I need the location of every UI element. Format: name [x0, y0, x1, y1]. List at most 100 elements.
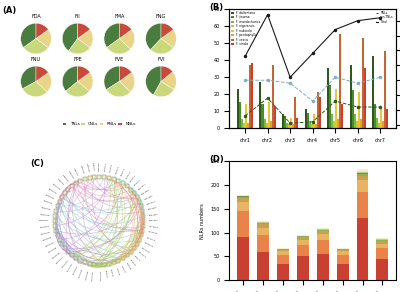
Bar — [331, 114, 333, 128]
Bar — [376, 248, 388, 259]
Bar — [382, 121, 384, 128]
Bar — [317, 231, 329, 234]
Text: FVIchr3: FVIchr3 — [126, 171, 131, 179]
Bar — [336, 251, 348, 255]
Text: FNGchr3: FNGchr3 — [45, 194, 55, 200]
Bar — [352, 91, 354, 128]
Bar — [356, 173, 368, 174]
Bar — [378, 123, 380, 128]
Text: FNUchr3: FNUchr3 — [42, 237, 52, 241]
Text: FPEchr2: FPEchr2 — [62, 174, 69, 182]
Bar — [356, 218, 368, 280]
Bar — [257, 235, 269, 252]
Bar — [306, 112, 309, 128]
Text: FPEchr8: FPEchr8 — [99, 161, 100, 171]
Text: FIIchr2: FIIchr2 — [110, 269, 113, 277]
TNLs — [310, 120, 315, 124]
Bar — [257, 222, 269, 223]
Bar — [311, 124, 313, 128]
Text: FNGchr6: FNGchr6 — [40, 213, 50, 216]
Bar — [356, 180, 368, 192]
Text: FPEchr4: FPEchr4 — [73, 167, 78, 176]
Legend: extracellular, cytoskeleton, golgi apparatus, peroxisome, plasma membrane, mitoc: extracellular, cytoskeleton, golgi appar… — [399, 160, 400, 205]
non-TNLs — [243, 79, 248, 82]
Text: FVIchr7: FVIchr7 — [104, 162, 106, 171]
Text: FMAchr1: FMAchr1 — [61, 259, 69, 268]
Bar — [336, 250, 348, 251]
Bar — [297, 236, 309, 237]
Bar — [277, 264, 289, 280]
Bar — [270, 121, 272, 128]
Bar — [290, 118, 292, 128]
TNLs — [355, 105, 360, 109]
Bar — [277, 255, 289, 264]
Legend: TNLs, CNLs, RNLs, NNLs: TNLs, CNLs, RNLs, NNLs — [62, 121, 137, 128]
Text: FIIchr6: FIIchr6 — [130, 259, 136, 266]
Text: FVIchr1: FVIchr1 — [134, 179, 141, 186]
Text: (A): (A) — [3, 6, 17, 15]
Text: FDAchr6: FDAchr6 — [149, 226, 159, 228]
Bar — [268, 102, 270, 128]
Text: FNUchr5: FNUchr5 — [48, 247, 57, 253]
Bar — [356, 192, 368, 218]
Text: FIIchr4: FIIchr4 — [120, 265, 125, 273]
Text: FIIchr5: FIIchr5 — [126, 263, 131, 270]
Bar — [360, 119, 362, 128]
Total — [378, 16, 383, 20]
Bar — [384, 51, 386, 128]
Bar — [296, 118, 298, 128]
Bar — [380, 107, 382, 128]
Bar — [356, 175, 368, 180]
Y-axis label: NLRs numbers: NLRs numbers — [200, 203, 205, 239]
Bar — [376, 238, 388, 239]
Text: FMAchr2: FMAchr2 — [67, 263, 73, 272]
Bar — [356, 169, 368, 171]
Total — [333, 28, 338, 31]
Bar — [237, 194, 249, 196]
Bar — [237, 89, 239, 128]
Bar — [247, 123, 249, 128]
Bar — [317, 230, 329, 231]
Bar — [297, 235, 309, 236]
Text: FVEchr6: FVEchr6 — [141, 189, 150, 195]
Bar — [356, 171, 368, 172]
Bar — [264, 119, 266, 128]
Bar — [277, 250, 289, 251]
Text: FNUchr1: FNUchr1 — [40, 226, 50, 228]
Text: FDAchr3: FDAchr3 — [144, 242, 154, 247]
Bar — [249, 65, 251, 128]
Bar — [339, 34, 341, 128]
Bar — [315, 124, 317, 128]
Text: FNUchr2: FNUchr2 — [41, 231, 51, 235]
Text: FVEchr2: FVEchr2 — [149, 213, 159, 216]
Text: FVIchr2: FVIchr2 — [130, 174, 136, 182]
Bar — [292, 124, 294, 128]
Bar — [336, 264, 348, 280]
Bar — [317, 240, 329, 254]
Text: FMAchr7: FMAchr7 — [99, 271, 100, 281]
Text: FIIchr7: FIIchr7 — [134, 256, 141, 262]
Text: FNUchr4: FNUchr4 — [45, 242, 55, 247]
Text: FDAchr4: FDAchr4 — [146, 237, 156, 241]
Text: FVEchr7: FVEchr7 — [138, 183, 146, 190]
Text: FPEchr3: FPEchr3 — [67, 170, 73, 179]
Bar — [356, 172, 368, 173]
Bar — [317, 229, 329, 230]
Bar — [335, 89, 337, 128]
Text: FNGchr2: FNGchr2 — [48, 188, 57, 195]
Bar — [237, 196, 249, 197]
Bar — [386, 109, 388, 128]
non-TNLs — [310, 99, 315, 103]
Bar — [266, 123, 268, 128]
Bar — [356, 121, 358, 128]
Text: FNUchr7: FNUchr7 — [56, 256, 64, 264]
Bar — [297, 240, 309, 245]
Bar — [282, 114, 284, 128]
Bar — [317, 92, 319, 128]
Bar — [257, 221, 269, 222]
Bar — [257, 228, 269, 235]
Bar — [317, 234, 329, 240]
TNLs — [288, 121, 292, 125]
Bar — [237, 237, 249, 280]
Bar — [277, 248, 289, 249]
